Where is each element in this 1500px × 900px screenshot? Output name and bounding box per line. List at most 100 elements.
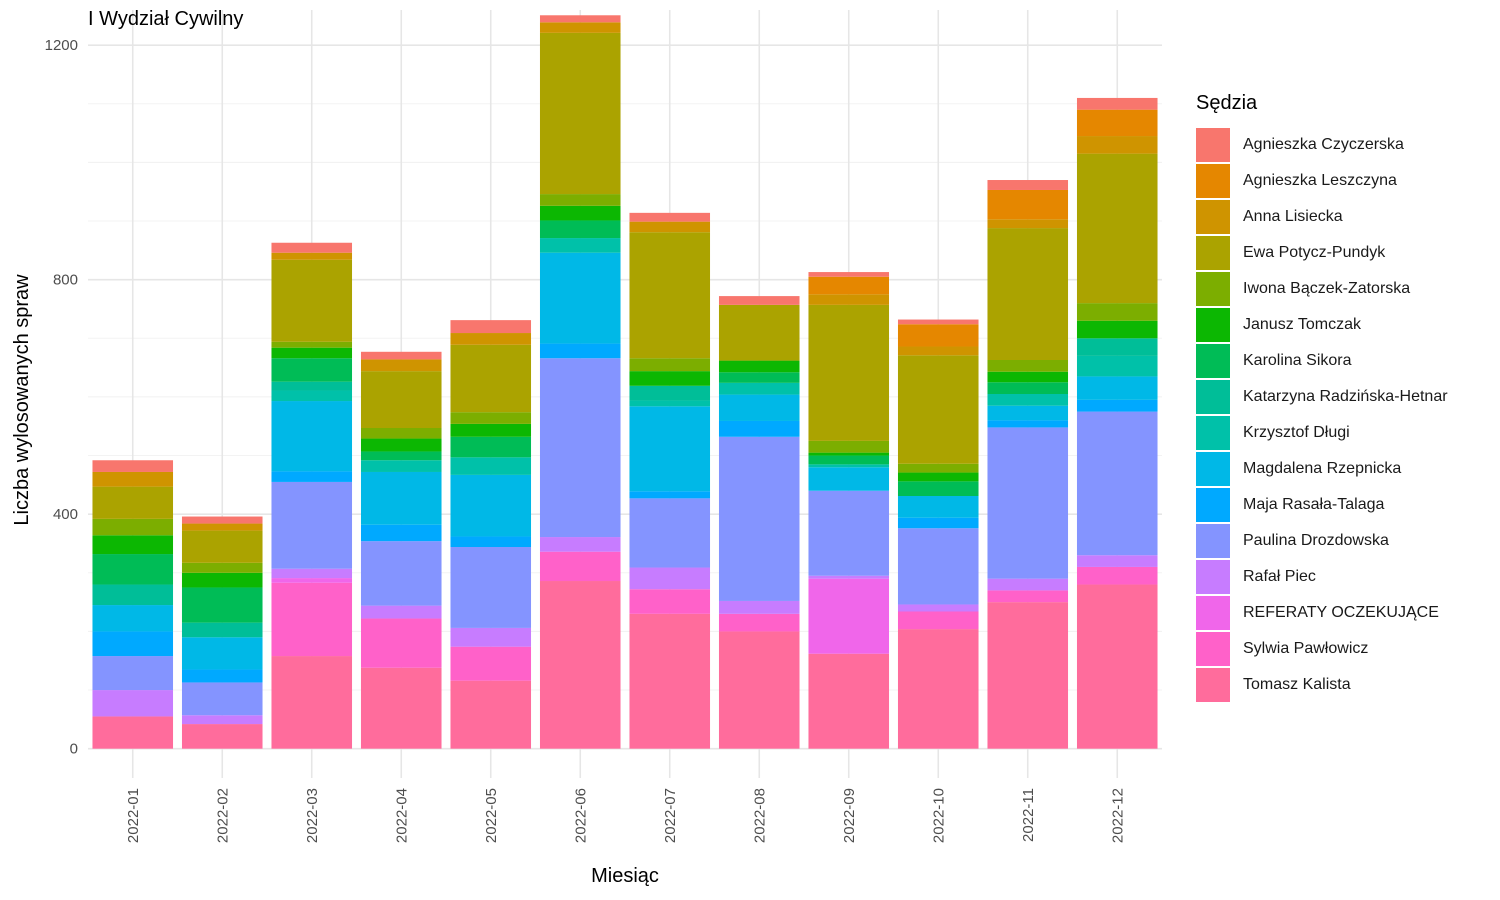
legend-swatch	[1196, 308, 1230, 342]
bar-segment	[361, 606, 442, 619]
bar-segment	[1077, 338, 1158, 356]
bar-segment	[540, 581, 621, 749]
bar-segment	[271, 253, 352, 260]
bar-segment	[719, 361, 800, 373]
bar-segment	[271, 358, 352, 381]
legend-label: Karolina Sikora	[1243, 352, 1352, 370]
bar-segment	[987, 427, 1068, 578]
bar-segment	[808, 654, 889, 749]
legend-swatch	[1196, 416, 1230, 450]
legend-label: REFERATY OCZEKUJĄCE	[1243, 604, 1439, 622]
bar-segment	[987, 219, 1068, 228]
x-tick-label: 2022-08	[751, 788, 768, 843]
bar-segment	[182, 637, 263, 669]
bar-segment	[361, 439, 442, 452]
bar-segment	[271, 390, 352, 401]
bar-segment	[540, 206, 621, 221]
bar-segment	[719, 372, 800, 383]
bar-segment	[92, 690, 173, 716]
bar-segment	[92, 631, 173, 656]
legend-label: Ewa Potycz-Pundyk	[1243, 244, 1385, 262]
legend-swatch	[1196, 560, 1230, 594]
bar-segment	[361, 359, 442, 371]
bar-segment	[271, 348, 352, 359]
bar-segment	[987, 579, 1068, 591]
bar-segment	[629, 614, 710, 749]
bar-segment	[540, 253, 621, 344]
legend-swatch	[1196, 632, 1230, 666]
x-tick-label: 2022-04	[393, 788, 410, 843]
bar-segment	[987, 420, 1068, 427]
bar-segment	[808, 579, 889, 654]
bar-segment	[92, 716, 173, 748]
bar-segment	[361, 460, 442, 472]
bar-segment	[1077, 110, 1158, 136]
legend-label: Katarzyna Radzińska-Hetnar	[1243, 388, 1448, 406]
bar-segment	[808, 294, 889, 305]
bar-segment	[182, 573, 263, 588]
bar-segment	[629, 400, 710, 406]
legend-item: Agnieszka Czyczerska	[1196, 127, 1448, 163]
legend-item: Agnieszka Leszczyna	[1196, 163, 1448, 199]
legend-label: Janusz Tomczak	[1243, 316, 1361, 334]
x-tick-label: 2022-01	[125, 788, 142, 843]
bar-segment	[92, 519, 173, 535]
x-tick-label: 2022-11	[1020, 788, 1037, 842]
bar-segment	[719, 296, 800, 305]
y-axis: 04008001200	[45, 37, 78, 758]
bar-segment	[719, 305, 800, 361]
bar-segment	[629, 491, 710, 498]
bar-segment	[898, 324, 979, 346]
bar-segment	[629, 589, 710, 614]
legend-label: Magdalena Rzepnicka	[1243, 460, 1401, 478]
bar-segment	[450, 457, 531, 475]
bar-segment	[1077, 585, 1158, 749]
legend-label: Iwona Bączek-Zatorska	[1243, 280, 1410, 298]
bar-segment	[1077, 567, 1158, 585]
bar-segment	[361, 619, 442, 668]
bar-segment	[1077, 136, 1158, 154]
bar-segment	[182, 531, 263, 563]
bar-segment	[540, 22, 621, 33]
bar-segment	[898, 320, 979, 325]
legend-swatch	[1196, 164, 1230, 198]
chart-title: I Wydział Cywilny	[88, 8, 243, 31]
bar-segment	[898, 518, 979, 529]
bar-segment	[450, 536, 531, 547]
legend-items: Agnieszka Czyczerska Agnieszka Leszczyna A…	[1196, 127, 1448, 703]
bar-segment	[182, 623, 263, 638]
bar-segment	[1077, 376, 1158, 399]
bar-segment	[271, 342, 352, 348]
bar-segment	[1077, 412, 1158, 556]
bar-segment	[719, 437, 800, 601]
bar-segment	[540, 220, 621, 238]
bar-segment	[719, 614, 800, 632]
bar-segment	[361, 668, 442, 749]
bar-segment	[898, 528, 979, 604]
bar-segment	[271, 578, 352, 583]
legend-item: Karolina Sikora	[1196, 343, 1448, 379]
bar-segment	[540, 194, 621, 206]
bar-segment	[629, 498, 710, 567]
y-tick-label: 0	[70, 741, 78, 758]
bar-segment	[361, 352, 442, 360]
bar-segment	[92, 472, 173, 487]
bar-segment	[898, 464, 979, 473]
legend-label: Agnieszka Czyczerska	[1243, 136, 1404, 154]
bar-segment	[271, 260, 352, 342]
bar-segment	[540, 344, 621, 359]
bar-segment	[1077, 154, 1158, 303]
bar-segment	[719, 421, 800, 437]
bar-segment	[1077, 303, 1158, 321]
bar-segment	[629, 386, 710, 401]
bar-segment	[182, 670, 263, 683]
bar-segment	[92, 535, 173, 554]
bar-segment	[92, 585, 173, 606]
bar-segment	[182, 563, 263, 573]
bar-segment	[540, 15, 621, 22]
bar-segment	[540, 238, 621, 253]
legend-label: Rafał Piec	[1243, 568, 1316, 586]
legend-title: Sędzia	[1196, 92, 1448, 115]
bar-segment	[898, 604, 979, 611]
bar-segment	[629, 222, 710, 233]
